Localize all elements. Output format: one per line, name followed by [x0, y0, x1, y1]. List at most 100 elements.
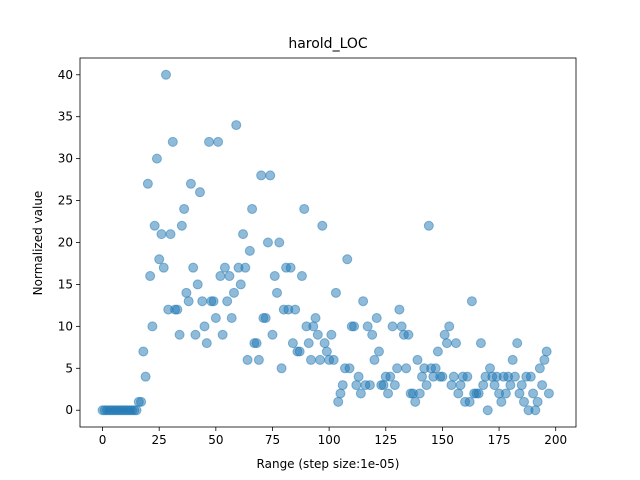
point — [344, 363, 355, 374]
point — [439, 329, 450, 340]
point — [512, 338, 523, 349]
point — [358, 296, 369, 307]
point — [485, 363, 496, 374]
point — [310, 312, 321, 323]
point — [319, 338, 330, 349]
y-tick-label: 5 — [65, 361, 73, 375]
point — [514, 388, 525, 399]
point — [149, 220, 160, 231]
point — [446, 380, 457, 391]
point — [190, 329, 201, 340]
point — [194, 187, 205, 198]
point — [147, 321, 158, 332]
point — [335, 388, 346, 399]
point — [244, 245, 255, 256]
point — [509, 371, 520, 382]
x-tick-label: 150 — [431, 433, 454, 447]
point — [179, 203, 190, 214]
point — [378, 380, 389, 391]
point — [201, 338, 212, 349]
point — [453, 388, 464, 399]
point — [213, 136, 224, 147]
point — [330, 287, 341, 298]
point — [299, 203, 310, 214]
point — [401, 363, 412, 374]
point — [392, 363, 403, 374]
point — [208, 296, 219, 307]
y-tick-label: 40 — [58, 68, 73, 82]
point — [215, 271, 226, 282]
point — [362, 321, 373, 332]
point — [337, 380, 348, 391]
point — [528, 388, 539, 399]
point — [478, 380, 489, 391]
point — [507, 354, 518, 365]
point — [197, 296, 208, 307]
point — [172, 304, 183, 315]
point — [448, 371, 459, 382]
point — [183, 296, 194, 307]
point — [423, 220, 434, 231]
point — [464, 396, 475, 407]
point — [287, 338, 298, 349]
point — [131, 405, 142, 416]
point — [496, 396, 507, 407]
point — [321, 346, 332, 357]
point — [432, 346, 443, 357]
point — [326, 329, 337, 340]
point — [158, 262, 169, 273]
y-tick-label: 20 — [58, 236, 73, 250]
point — [138, 346, 149, 357]
point — [231, 120, 242, 131]
point — [351, 380, 362, 391]
point — [328, 354, 339, 365]
x-tick-label: 50 — [208, 433, 223, 447]
point — [414, 388, 425, 399]
x-tick-label: 25 — [152, 433, 167, 447]
point — [210, 312, 221, 323]
point — [349, 321, 360, 332]
point — [256, 170, 267, 181]
point — [290, 304, 301, 315]
point — [267, 329, 278, 340]
point — [537, 380, 548, 391]
point — [462, 371, 473, 382]
y-axis-label: Normalized value — [31, 191, 45, 296]
x-tick-label: 175 — [488, 433, 511, 447]
point — [482, 405, 493, 416]
point — [371, 312, 382, 323]
chart-title: harold_LOC — [288, 36, 368, 52]
point — [516, 380, 527, 391]
point — [142, 178, 153, 189]
y-tick-label: 35 — [58, 110, 73, 124]
point — [251, 338, 262, 349]
point — [145, 271, 156, 282]
point — [272, 287, 283, 298]
point — [308, 321, 319, 332]
point — [167, 136, 178, 147]
y-tick-label: 30 — [58, 152, 73, 166]
point — [466, 296, 477, 307]
point — [539, 354, 550, 365]
x-tick-label: 100 — [318, 433, 341, 447]
point — [410, 396, 421, 407]
point — [265, 170, 276, 181]
point — [269, 271, 280, 282]
point — [262, 237, 273, 248]
point — [369, 354, 380, 365]
point — [385, 371, 396, 382]
point — [160, 69, 171, 80]
x-tick-label: 125 — [374, 433, 397, 447]
point — [228, 287, 239, 298]
x-tick-label: 75 — [265, 433, 280, 447]
point — [156, 229, 167, 240]
point — [247, 203, 258, 214]
point — [475, 338, 486, 349]
point — [473, 388, 484, 399]
point — [176, 220, 187, 231]
point — [367, 329, 378, 340]
point — [165, 229, 176, 240]
point — [154, 254, 165, 265]
point — [455, 380, 466, 391]
